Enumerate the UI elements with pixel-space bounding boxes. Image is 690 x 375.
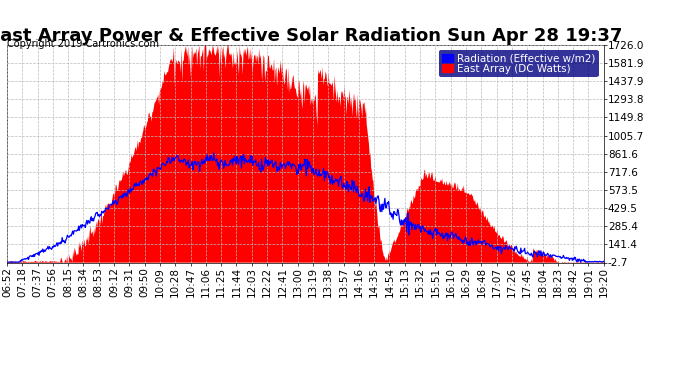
Legend: Radiation (Effective w/m2), East Array (DC Watts): Radiation (Effective w/m2), East Array (… — [440, 50, 598, 77]
Title: East Array Power & Effective Solar Radiation Sun Apr 28 19:37: East Array Power & Effective Solar Radia… — [0, 27, 622, 45]
Text: Copyright 2019 Cartronics.com: Copyright 2019 Cartronics.com — [7, 39, 159, 50]
